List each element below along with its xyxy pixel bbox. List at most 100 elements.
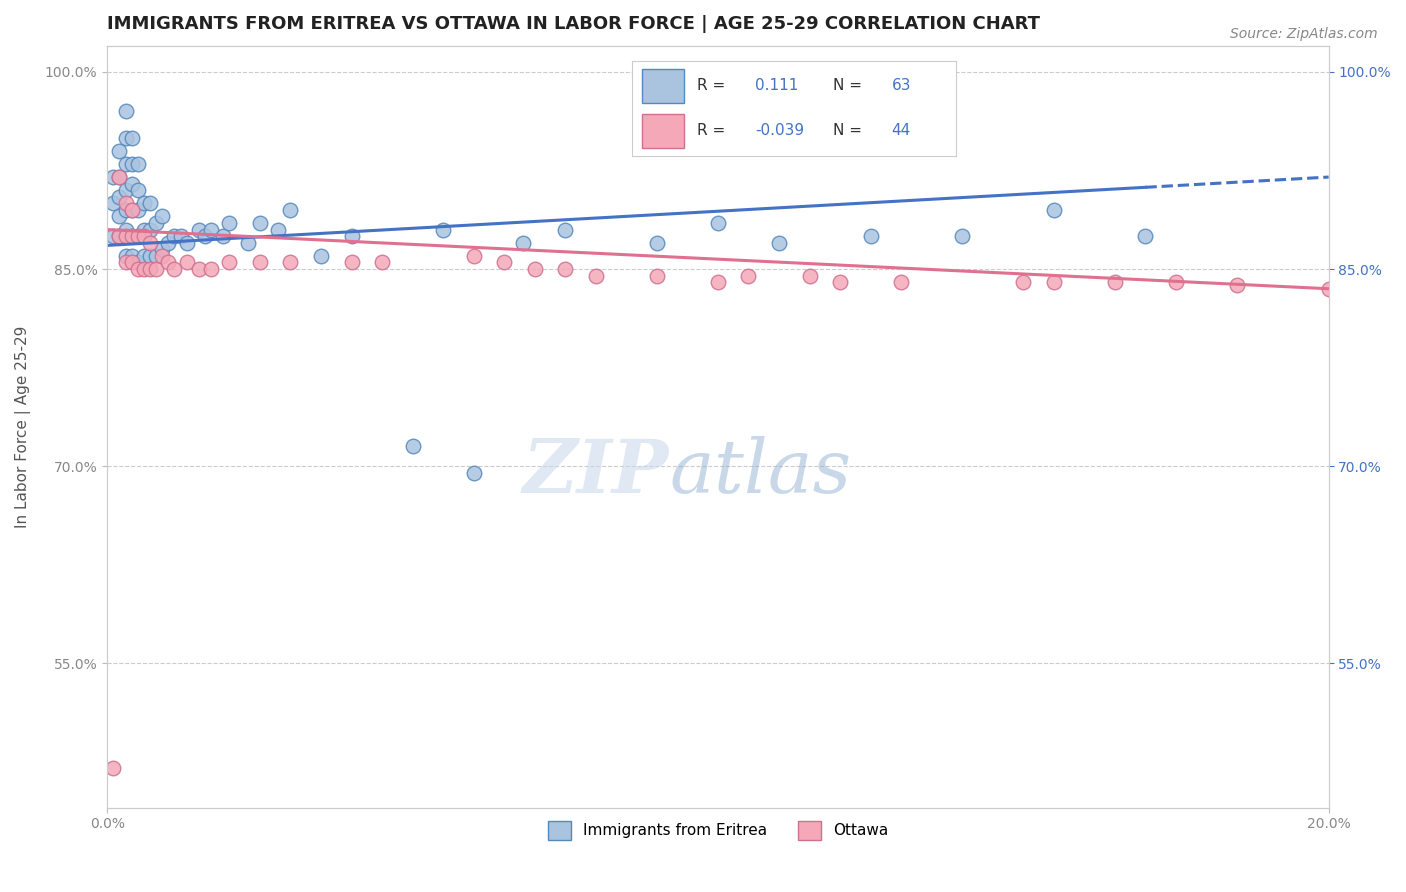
Point [139,196,162,211]
Point [463,466,485,480]
Text: atlas: atlas [669,436,851,508]
Point [218,255,240,269]
Point [1135,229,1157,244]
Point [139,249,162,263]
Point [169,229,191,244]
Point [645,235,668,250]
Point [707,216,730,230]
Point [157,235,180,250]
Point [187,222,209,236]
Point [127,202,149,217]
Point [127,157,149,171]
Point [371,255,394,269]
Point [127,229,149,244]
Point [121,130,143,145]
Text: ZIP: ZIP [523,436,669,508]
Point [249,255,271,269]
Point [108,169,131,184]
Y-axis label: In Labor Force | Age 25-29: In Labor Force | Age 25-29 [15,326,31,528]
Point [768,235,790,250]
Point [108,144,131,158]
Point [494,255,516,269]
Point [114,196,136,211]
Point [212,229,235,244]
Point [1012,275,1035,289]
Point [163,262,186,277]
Point [890,275,912,289]
Point [523,262,546,277]
Point [163,229,186,244]
Point [176,235,198,250]
Text: IMMIGRANTS FROM ERITREA VS OTTAWA IN LABOR FORCE | AGE 25-29 CORRELATION CHART: IMMIGRANTS FROM ERITREA VS OTTAWA IN LAB… [107,15,1040,33]
Point [1043,275,1066,289]
Point [218,216,240,230]
Point [127,262,149,277]
Point [127,255,149,269]
Point [737,268,759,283]
Point [1317,282,1340,296]
Point [139,222,162,236]
Point [707,275,730,289]
Point [236,235,259,250]
Point [859,229,882,244]
Point [463,249,485,263]
Point [132,229,155,244]
Point [132,262,155,277]
Point [103,169,125,184]
Point [157,255,180,269]
Point [132,222,155,236]
Point [1164,275,1187,289]
Point [114,157,136,171]
Point [799,268,821,283]
Point [150,249,173,263]
Point [145,216,167,230]
Text: Source: ZipAtlas.com: Source: ZipAtlas.com [1230,27,1378,41]
Point [121,177,143,191]
Point [1043,202,1066,217]
Point [249,216,271,230]
Point [108,169,131,184]
Point [145,262,167,277]
Point [108,229,131,244]
Point [114,255,136,269]
Point [103,229,125,244]
Point [1226,277,1249,292]
Point [114,249,136,263]
Legend: Immigrants from Eritrea, Ottawa: Immigrants from Eritrea, Ottawa [541,815,894,846]
Point [121,249,143,263]
Point [121,157,143,171]
Point [121,255,143,269]
Point [512,235,534,250]
Point [554,262,576,277]
Point [139,235,162,250]
Point [145,249,167,263]
Point [139,262,162,277]
Point [645,268,668,283]
Point [121,202,143,217]
Point [401,439,423,453]
Point [267,222,290,236]
Point [554,222,576,236]
Point [340,255,363,269]
Point [1104,275,1126,289]
Point [187,262,209,277]
Point [121,202,143,217]
Point [340,229,363,244]
Point [127,229,149,244]
Point [200,262,222,277]
Point [127,183,149,197]
Point [114,222,136,236]
Point [103,196,125,211]
Point [121,229,143,244]
Point [108,190,131,204]
Point [108,210,131,224]
Point [309,249,332,263]
Point [114,229,136,244]
Point [585,268,607,283]
Point [114,104,136,119]
Point [200,222,222,236]
Point [121,229,143,244]
Point [114,202,136,217]
Point [194,229,217,244]
Point [114,130,136,145]
